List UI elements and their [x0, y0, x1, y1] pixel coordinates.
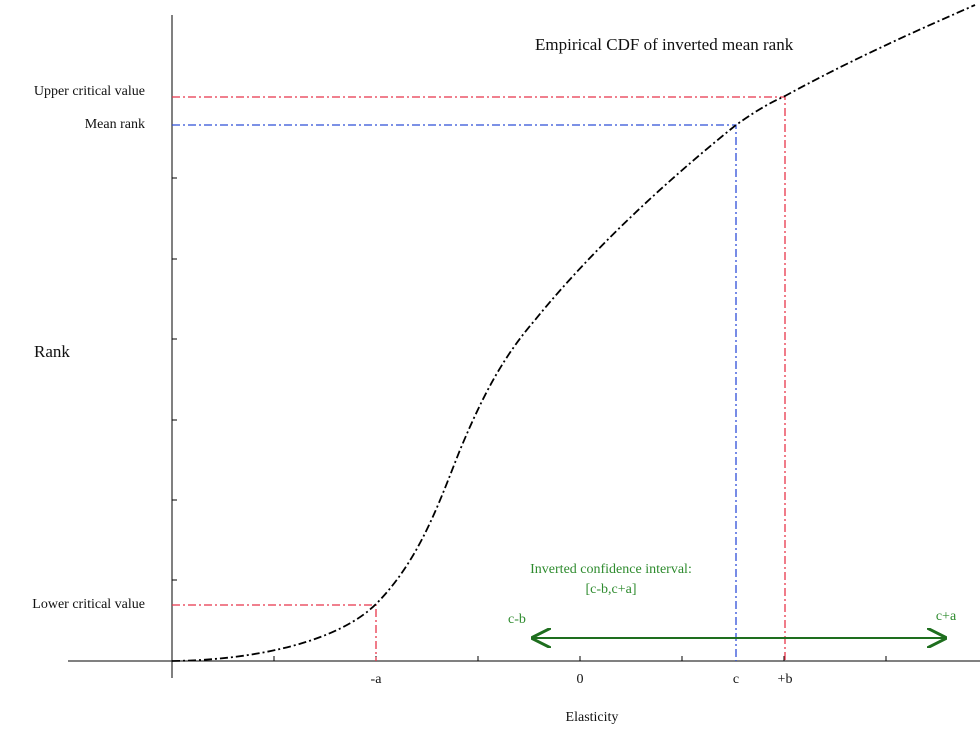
mean-guide [172, 124, 737, 661]
interval-caption: Inverted confidence interval: [530, 562, 692, 577]
interval-right: c+a [936, 609, 957, 624]
x-axis-label: Elasticity [566, 710, 619, 725]
x-tick-label: -a [371, 672, 383, 687]
y-axis-label: Rank [34, 342, 70, 361]
lower-label: Lower critical value [32, 597, 145, 612]
x-ticks [273, 656, 887, 661]
x-tick-label: 0 [577, 672, 584, 687]
lower-guide [172, 604, 377, 661]
interval-left: c-b [508, 612, 526, 627]
x-tick-label: +b [778, 672, 793, 687]
x-tick-label: c [733, 672, 739, 687]
title: Empirical CDF of inverted mean rank [535, 35, 794, 54]
upper-label: Upper critical value [34, 84, 145, 99]
upper-guide [172, 96, 786, 661]
y-ticks [172, 177, 177, 581]
mean-label: Mean rank [85, 117, 145, 132]
cdf-curve [171, 4, 976, 662]
interval-formula: [c-b,c+a] [585, 582, 636, 597]
